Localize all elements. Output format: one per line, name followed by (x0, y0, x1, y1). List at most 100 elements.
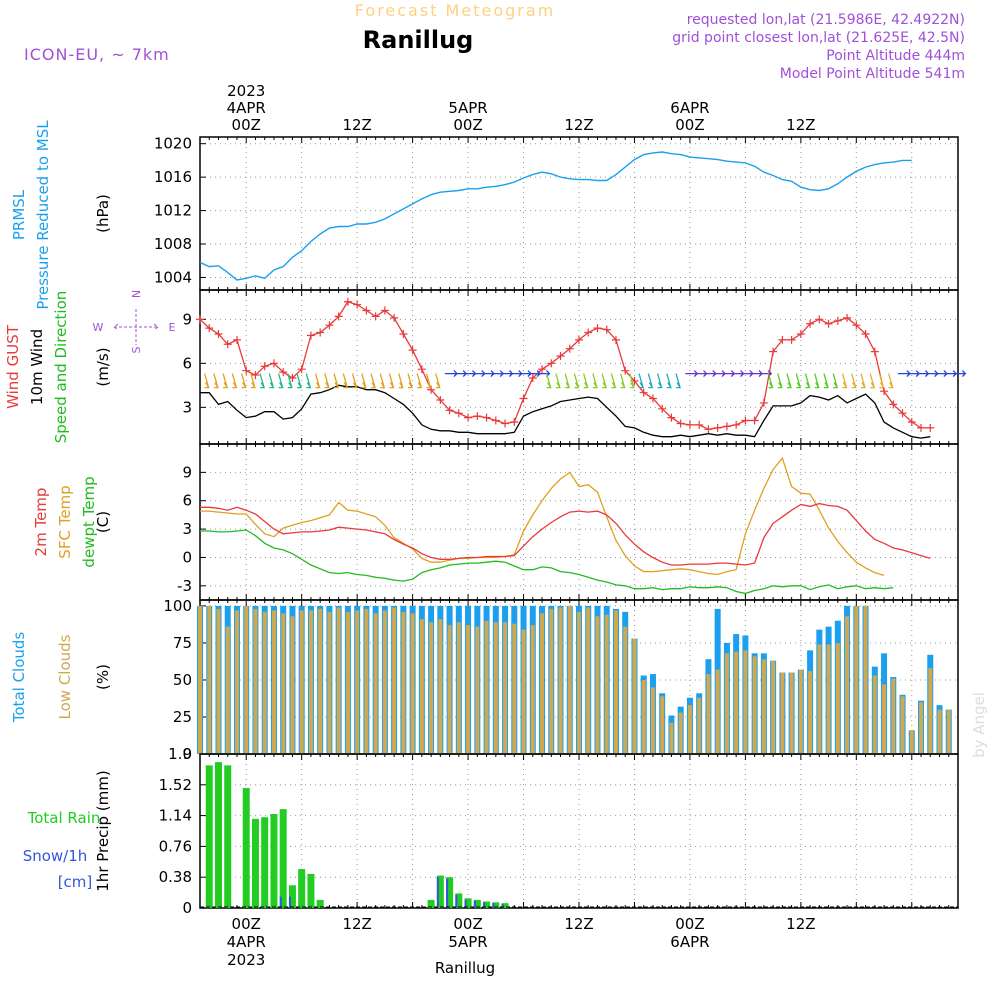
gust-line (199, 300, 931, 430)
precip-unit-label: 1hr Precip (mm) (94, 770, 112, 891)
low-cloud-bar (613, 610, 618, 754)
low-cloud-bar (567, 605, 572, 754)
rain-bar (464, 898, 472, 908)
low-cloud-bar (373, 613, 378, 754)
wind-direction-arrow (656, 373, 663, 389)
rain-bar (251, 818, 259, 908)
wind-direction-arrow (305, 373, 312, 389)
wind-direction-arrow (666, 373, 672, 389)
gust-marker (501, 419, 510, 428)
gust-marker (704, 425, 713, 434)
y-tick-label: 1.52 (159, 776, 192, 794)
rain-bar (316, 899, 324, 908)
rain-bar (501, 903, 509, 908)
temperature-frame (199, 443, 959, 601)
temperature-unit-label: (C) (94, 511, 112, 533)
gust-marker (852, 321, 861, 330)
gust-marker (205, 324, 214, 333)
gust-marker (417, 365, 426, 374)
y-tick-label: 75 (173, 634, 192, 652)
low-cloud-bar (826, 644, 831, 754)
gust-marker (621, 366, 630, 375)
low-cloud-bar (244, 605, 249, 754)
y-tick-label: 1016 (154, 168, 192, 186)
low-cloud-bar (595, 616, 600, 754)
gust-marker (695, 420, 704, 429)
gust-marker (279, 368, 288, 377)
low-cloud-bar (447, 625, 452, 754)
top-time-label: 12Z (786, 116, 815, 134)
gust-marker (778, 335, 787, 344)
low-cloud-bar (641, 679, 646, 754)
gust-marker (611, 335, 620, 344)
wind-direction-arrow (361, 373, 367, 389)
low-cloud-bar (780, 672, 785, 754)
low-cloud-bar (207, 605, 212, 754)
wind-direction-arrow (287, 373, 293, 389)
wind-direction-arrow (222, 373, 229, 389)
low-cloud-bar (355, 610, 360, 754)
gust-marker (741, 416, 750, 425)
y-tick-label: 1020 (154, 135, 192, 153)
y-tick-label: 1.9 (168, 745, 192, 763)
y-tick-label: 0 (182, 899, 192, 917)
gust-marker (260, 362, 269, 371)
low-cloud-bar (900, 696, 905, 754)
low-cloud-bar (512, 623, 517, 754)
low-cloud-bar (318, 608, 323, 754)
gust-marker (473, 412, 482, 421)
wind-direction-arrow (231, 373, 238, 389)
wind-direction-arrow (555, 373, 562, 389)
gust-marker (454, 409, 463, 418)
bottom-time-label: 6APR (670, 933, 709, 951)
wind-direction-arrow (351, 373, 358, 389)
low-cloud-bar (872, 675, 877, 754)
gust-marker (602, 325, 611, 334)
gust-marker (436, 396, 445, 404)
gust-marker (889, 400, 898, 409)
wind-direction-arrow (240, 373, 247, 389)
gust-marker (316, 328, 325, 337)
model-altitude: Model Point Altitude 541m (780, 66, 965, 82)
compass-west: W (93, 321, 104, 334)
wind-label-2: Speed and Direction (52, 291, 70, 444)
gust-marker (565, 344, 574, 353)
low-cloud-bar (586, 607, 591, 754)
clouds-panel: 0 25 50 75 100 (%) Total Clouds Low Clouds (10, 597, 959, 763)
low-cloud-bar (623, 626, 628, 754)
snow-bar (473, 900, 476, 908)
low-cloud-bar (549, 608, 554, 754)
low-cloud-bar (632, 638, 637, 754)
gust-marker (843, 313, 852, 322)
wind-direction-arrow (203, 373, 210, 389)
low-cloud-bar (650, 687, 655, 754)
gust-marker (759, 398, 768, 407)
bottom-time-label: 12Z (786, 915, 815, 933)
total-rain-label: Total Rain (27, 809, 101, 827)
super-title: Forecast Meteogram (355, 1, 555, 20)
wind-direction-arrow (767, 373, 774, 389)
snow-bar (464, 899, 467, 908)
gust-marker (390, 313, 399, 322)
y-tick-label: 1004 (154, 268, 192, 286)
gust-marker (593, 324, 602, 333)
low-cloud-bar (854, 605, 859, 754)
gust-marker (787, 335, 796, 344)
point-altitude: Point Altitude 444m (826, 48, 965, 64)
low-cloud-bar (281, 613, 286, 754)
gust-marker (232, 335, 241, 344)
low-cloud-bar (863, 605, 868, 754)
rain-bar (270, 813, 278, 908)
wind-direction-arrow (795, 373, 802, 389)
wind-direction-arrow (841, 373, 848, 389)
low-cloud-bar (429, 622, 434, 754)
low-cloud-bar (771, 660, 776, 754)
temp-label-1: SFC Temp (56, 485, 74, 558)
low-cloud-bar (697, 697, 702, 754)
wind-direction-arrow (388, 373, 395, 389)
gust-marker (399, 330, 408, 338)
gust-marker (907, 418, 916, 426)
wind-unit-label: (m/s) (94, 347, 112, 386)
wind-direction-arrow (869, 373, 876, 389)
wind-direction-arrow (268, 373, 275, 389)
